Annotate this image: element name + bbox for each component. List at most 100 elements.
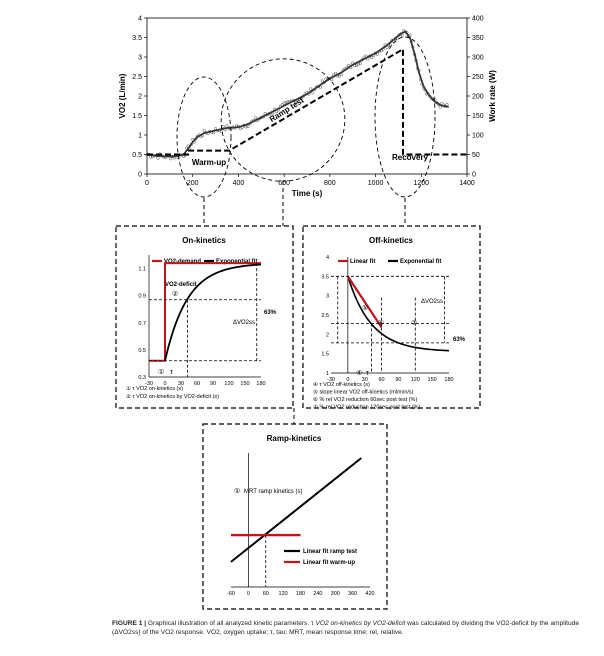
vo2-data-point [403,30,407,34]
on-y-tick-label: 0.3 [138,375,146,381]
vo2-data-point [436,102,440,106]
vo2-data-point [297,97,301,101]
main-y2-tick-label: 250 [472,74,484,81]
vo2-data-point [316,85,320,89]
off-note: ⑤ slope linear VO2 off-kinetics (ml/min/… [313,389,414,396]
vo2-data-point [169,157,173,161]
vo2-data-point [202,128,206,132]
vo2-data-point [191,137,195,142]
vo2-data-point [414,58,418,62]
vo2-data-point [405,30,409,34]
vo2-data-point [433,98,437,102]
vo2-data-point [204,131,208,135]
off-y-tick-label: 1 [326,371,329,377]
ramp-kinetics-panel [202,423,388,610]
vo2-data-point [334,71,338,75]
off-x-tick-label: 30 [362,377,368,383]
off-label-tau: τ [366,370,369,377]
on-x-tick-label: 0 [163,381,166,387]
off-y-tick-label: 3.5 [321,274,329,280]
vo2-data-point [353,64,357,68]
ramp-x-tick-label: 0 [247,591,250,597]
main-plot-frame [146,17,468,175]
vo2-data-point [240,125,244,129]
vo2-data-point [438,105,442,109]
vo2-data-point [320,79,324,83]
vo2-data-point [225,124,229,128]
vo2-data-point [290,99,294,103]
off-label-circled-4: ④ [356,369,362,377]
off-y-tick-label: 1.5 [321,352,329,358]
off-kinetics-title: Off-kinetics [369,236,414,245]
vo2-data-point [284,100,288,104]
vo2-data-point [351,61,355,65]
vo2-data-point [149,155,153,159]
vo2-data-point [206,132,210,136]
caption-text-1: Graphical illustration of all analyzed k… [146,620,316,627]
vo2-data-point [375,52,380,56]
ramp-kinetics-chart: Ramp-kinetics -60 0 60 120 180 240 300 360 420 ① MR… [227,434,375,597]
main-y2-tick-label: 350 [472,35,484,42]
ramp-x-tick-label: 300 [331,591,340,597]
ramp-x-tick-label: 120 [279,591,288,597]
off-kinetics-panel [302,225,481,409]
on-x-tick-label: 120 [224,381,233,387]
vo2-data-point [301,95,305,99]
vo2-data-point [383,43,387,47]
on-kinetics-panel [115,225,294,409]
off-x-tick-label: 60 [379,377,385,383]
vo2-data-point [221,124,225,128]
main-y-tick-label: 1.5 [132,113,142,120]
vo2-data-point [163,156,167,160]
on-label-tau: τ [170,369,173,376]
on-x-tick-label: 180 [256,381,265,387]
vo2-data-point [354,63,359,67]
off-x-tick-label: 0 [346,377,349,383]
vo2-data-point [347,63,351,67]
vo2-data-point [294,100,298,105]
main-y2-axis-label: Work rate (W) [488,70,497,122]
off-label-63: 63% [453,337,466,343]
vo2-data-point [435,101,439,105]
main-y-tick-label: 2 [138,94,142,101]
vo2-data-point [186,144,190,148]
on-demand-line [149,262,261,362]
main-y-tick-label: 3.5 [132,35,142,42]
off-label-circled-6: ⑥ [378,319,384,327]
vo2-data-point [387,44,391,48]
vo2-data-point [420,82,424,86]
off-note: ⑥ % rel VO2 reduction 60sec post test (%… [313,396,417,403]
on-label-delta: ΔVO2ss [233,320,255,326]
vo2-data-point [345,66,349,70]
vo2-data-point [332,73,336,77]
vo2-data-point [185,146,189,150]
vo2-data-point [194,137,198,141]
off-label-circled-5: ⑤ [362,304,368,312]
vo2-data-point [428,94,432,98]
main-x-tick-label: 800 [324,180,336,187]
vo2-data-point [360,58,364,62]
main-y2-tick-label: 300 [472,55,484,62]
vo2-data-point [252,118,256,123]
on-x-tick-label: 30 [178,381,184,387]
vo2-data-point [219,129,223,133]
main-x-tick-label: 1400 [459,180,475,187]
vo2-data-point [366,57,370,61]
ramp-label-mrt: MRT ramp kinetics (s) [244,489,302,495]
vo2-data-point [368,54,372,58]
vo2-data-point [337,74,341,78]
main-y-tick-label: 0.5 [132,152,142,159]
vo2-data-point [411,45,415,49]
vo2-data-point [152,154,156,158]
vo2-data-point [254,116,258,120]
vo2-data-point [400,34,404,38]
main-x-tick-label: 1200 [413,180,429,187]
vo2-data-point [417,68,421,73]
vo2-data-point [233,126,237,130]
main-x-tick-label: 600 [278,180,290,187]
main-y2-tick-label: 50 [472,152,480,159]
on-kinetics-chart: On-kinetics -30 0 30 60 90 120 150 180 0.3 0.5 0.7 0… [126,236,277,400]
vo2-data-point [418,77,423,81]
figure-caption: FIGURE 1 | Graphical illustration of all… [112,619,596,637]
